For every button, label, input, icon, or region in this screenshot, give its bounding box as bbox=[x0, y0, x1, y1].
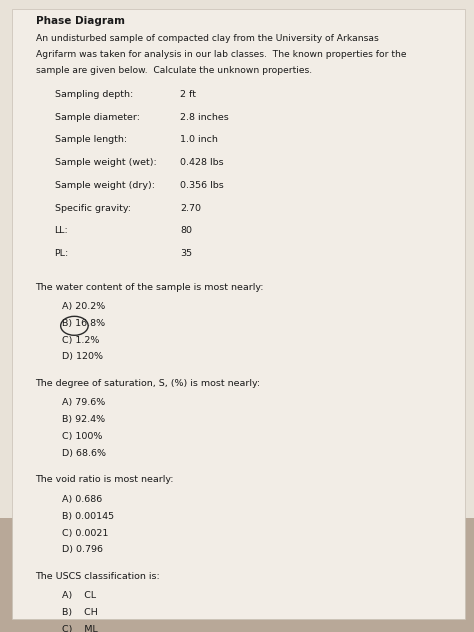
FancyBboxPatch shape bbox=[12, 9, 465, 619]
Text: D) 120%: D) 120% bbox=[62, 353, 102, 362]
Text: C)    ML: C) ML bbox=[62, 625, 97, 632]
Text: The USCS classification is:: The USCS classification is: bbox=[36, 572, 160, 581]
Text: Sample diameter:: Sample diameter: bbox=[55, 112, 139, 122]
Text: Sample length:: Sample length: bbox=[55, 135, 127, 145]
Text: 0.356 lbs: 0.356 lbs bbox=[180, 181, 224, 190]
Text: The degree of saturation, S, (%) is most nearly:: The degree of saturation, S, (%) is most… bbox=[36, 379, 261, 388]
Text: Phase Diagram: Phase Diagram bbox=[36, 16, 125, 26]
Text: B)    CH: B) CH bbox=[62, 608, 97, 617]
Text: Specific gravity:: Specific gravity: bbox=[55, 204, 130, 213]
Text: 2.70: 2.70 bbox=[180, 204, 201, 213]
Text: 2.8 inches: 2.8 inches bbox=[180, 112, 229, 122]
Text: 1.0 inch: 1.0 inch bbox=[180, 135, 218, 145]
Text: PL:: PL: bbox=[55, 249, 69, 258]
Text: A)    CL: A) CL bbox=[62, 592, 96, 600]
Text: The void ratio is most nearly:: The void ratio is most nearly: bbox=[36, 475, 174, 485]
Text: Sampling depth:: Sampling depth: bbox=[55, 90, 133, 99]
Text: Agrifarm was taken for analysis in our lab classes.  The known properties for th: Agrifarm was taken for analysis in our l… bbox=[36, 50, 406, 59]
Text: 0.428 lbs: 0.428 lbs bbox=[180, 158, 224, 167]
Text: 80: 80 bbox=[180, 226, 192, 236]
Text: A) 79.6%: A) 79.6% bbox=[62, 399, 105, 408]
Text: Sample weight (dry):: Sample weight (dry): bbox=[55, 181, 155, 190]
Text: 35: 35 bbox=[180, 249, 192, 258]
Text: B) 0.00145: B) 0.00145 bbox=[62, 512, 114, 521]
Text: D) 68.6%: D) 68.6% bbox=[62, 449, 106, 458]
Text: B) 92.4%: B) 92.4% bbox=[62, 415, 105, 424]
Text: A) 20.2%: A) 20.2% bbox=[62, 302, 105, 311]
Text: B) 16.8%: B) 16.8% bbox=[62, 319, 105, 328]
Text: Sample weight (wet):: Sample weight (wet): bbox=[55, 158, 156, 167]
Text: LL:: LL: bbox=[55, 226, 68, 236]
Text: 2 ft: 2 ft bbox=[180, 90, 196, 99]
Text: D) 0.796: D) 0.796 bbox=[62, 545, 102, 554]
Text: C) 100%: C) 100% bbox=[62, 432, 102, 441]
Text: C) 1.2%: C) 1.2% bbox=[62, 336, 99, 344]
Text: The water content of the sample is most nearly:: The water content of the sample is most … bbox=[36, 283, 264, 291]
Text: C) 0.0021: C) 0.0021 bbox=[62, 528, 108, 538]
Text: An undisturbed sample of compacted clay from the University of Arkansas: An undisturbed sample of compacted clay … bbox=[36, 34, 378, 44]
Text: A) 0.686: A) 0.686 bbox=[62, 495, 102, 504]
Bar bbox=[0, 518, 474, 632]
Text: sample are given below.  Calculate the unknown properties.: sample are given below. Calculate the un… bbox=[36, 66, 312, 75]
